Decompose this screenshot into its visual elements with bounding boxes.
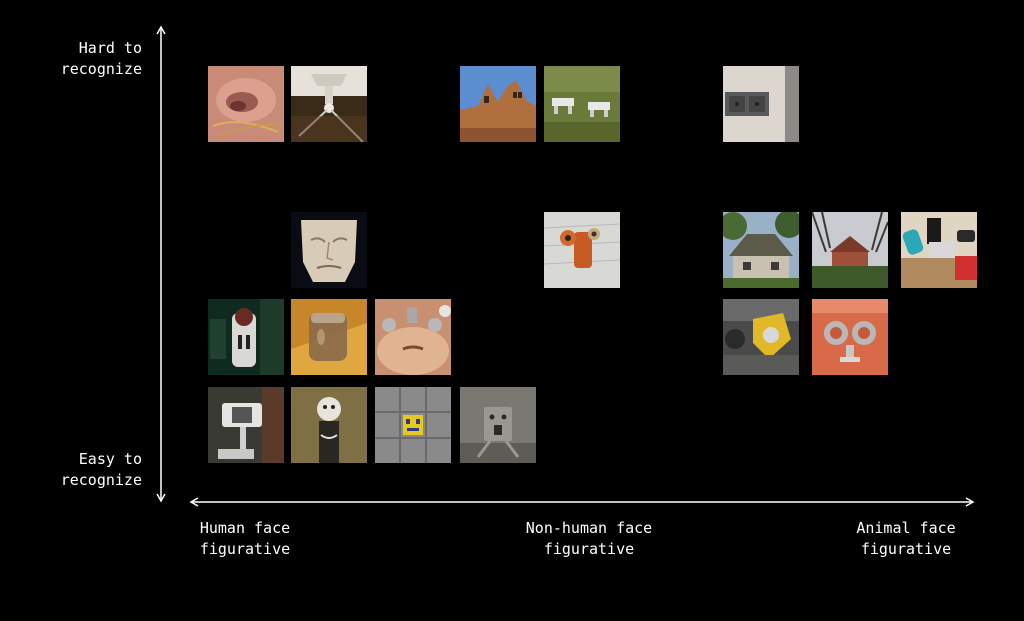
y-axis-top-line2: recognize — [60, 60, 142, 78]
x-axis-arrow — [189, 497, 975, 507]
photo-wall-switches — [723, 66, 799, 142]
photo-lamp-fixture — [291, 66, 367, 142]
photo-phone-holder-robot — [208, 387, 284, 463]
x-axis-right-label: Animal face figurative — [830, 518, 982, 560]
photo-metal-box-face — [460, 387, 536, 463]
photo-glass-jar — [291, 299, 367, 375]
photo-brick-gables — [460, 66, 536, 142]
photo-pavement-tile-face — [375, 387, 451, 463]
photo-pipe-valves-face — [812, 299, 888, 375]
photo-machine-face — [208, 299, 284, 375]
photo-bollard-smile — [291, 387, 367, 463]
x-axis-mid-line2: figurative — [543, 540, 635, 558]
photo-yellow-scooter — [723, 299, 799, 375]
y-axis-top-label: Hard to recognize — [30, 38, 142, 80]
photo-thatched-house — [723, 212, 799, 288]
y-axis-bottom-label: Easy to recognize — [30, 449, 142, 491]
photo-desk-objects — [901, 212, 977, 288]
x-axis-left-label: Human face figurative — [175, 518, 315, 560]
photo-sink-faucet-face — [375, 299, 451, 375]
x-axis-right-line2: figurative — [860, 540, 952, 558]
photo-orange-pipe-face — [544, 212, 620, 288]
y-axis-top-line1: Hard to — [78, 39, 142, 57]
photo-ear-closeup — [208, 66, 284, 142]
x-axis-mid-line1: Non-human face — [525, 519, 653, 537]
photo-brick-house-trees — [812, 212, 888, 288]
x-axis-right-line1: Animal face — [856, 519, 956, 537]
y-axis-bottom-line1: Easy to — [78, 450, 142, 468]
photo-benches-grass — [544, 66, 620, 142]
y-axis-arrow — [156, 25, 166, 503]
x-axis-left-line1: Human face — [199, 519, 291, 537]
y-axis-bottom-line2: recognize — [60, 471, 142, 489]
x-axis-left-line2: figurative — [199, 540, 291, 558]
x-axis-mid-label: Non-human face figurative — [500, 518, 678, 560]
photo-crumpled-mask — [291, 212, 367, 288]
